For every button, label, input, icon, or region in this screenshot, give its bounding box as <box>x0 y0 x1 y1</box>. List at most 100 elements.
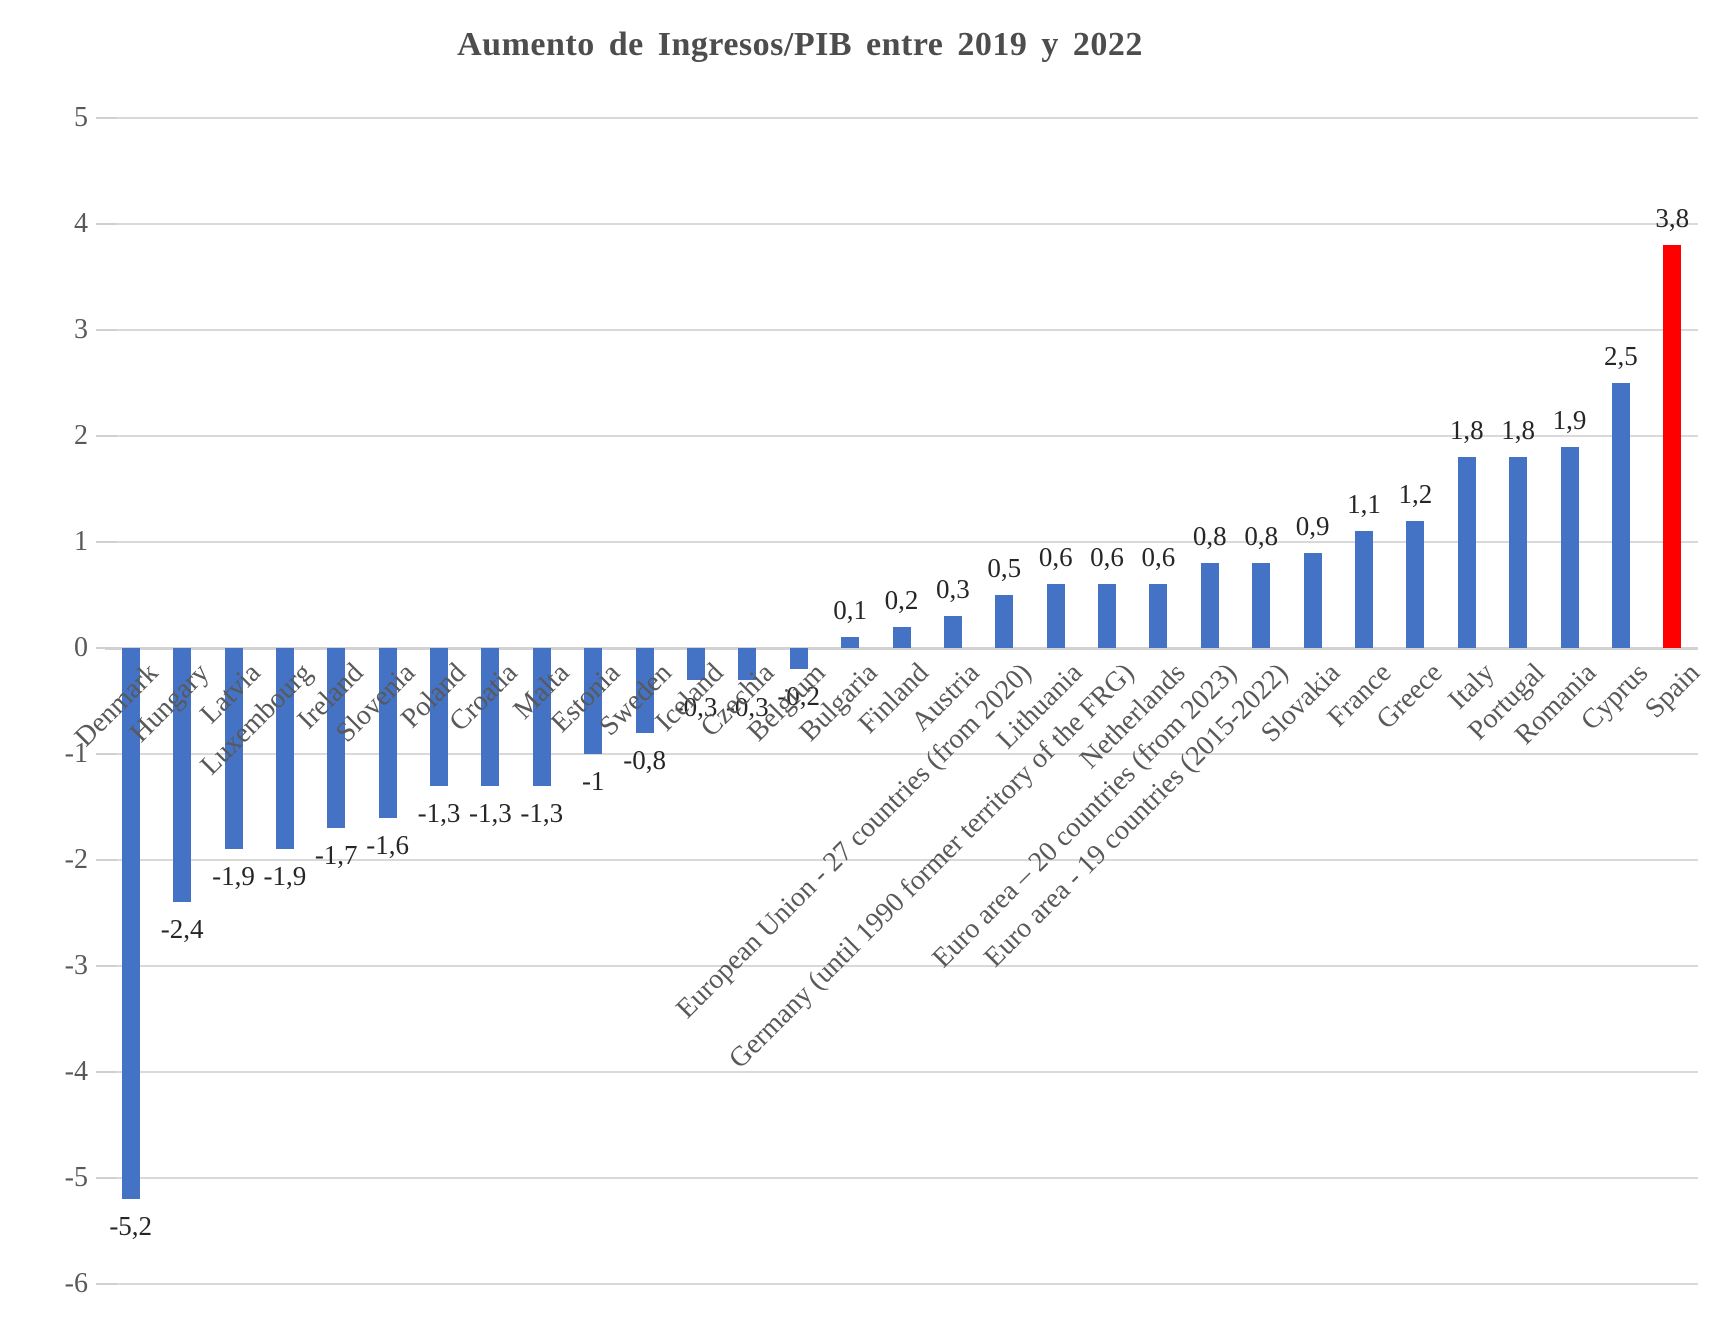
bar-spain <box>1663 245 1682 648</box>
gridline--4 <box>105 1071 1698 1073</box>
y-axis-tick--2 <box>96 859 117 861</box>
gridline--2 <box>105 859 1698 861</box>
bar-cyprus <box>1611 383 1630 648</box>
bar-iceland <box>687 648 705 680</box>
bar-ireland <box>327 648 346 829</box>
y-axis-tick--1 <box>96 753 117 755</box>
chart-title: Aumento de Ingresos/PIB entre 2019 y 202… <box>457 26 1143 63</box>
bar-greece <box>1406 520 1425 648</box>
y-axis-label--1: -1 <box>64 738 88 769</box>
value-label-belgium: -0,2 <box>777 681 821 712</box>
y-axis-label--6: -6 <box>64 1268 88 1299</box>
bar-lithuania <box>1046 584 1065 648</box>
value-label-poland: -1,3 <box>417 797 461 828</box>
value-label-spain: 3,8 <box>1655 203 1690 234</box>
y-axis-tick-5 <box>96 117 117 119</box>
gridline--1 <box>105 753 1698 755</box>
bar-european-union-27-countries-from-2020 <box>995 595 1014 648</box>
y-axis-tick-2 <box>96 435 117 437</box>
bar-estonia <box>584 648 603 754</box>
gridline--6 <box>105 1283 1698 1285</box>
bar-france <box>1355 531 1373 648</box>
value-label-cyprus: 2,5 <box>1604 341 1638 371</box>
bar-bulgaria <box>841 637 860 648</box>
y-axis-tick--5 <box>96 1177 117 1179</box>
gridline--5 <box>105 1177 1698 1179</box>
bar-luxembourg <box>275 648 294 850</box>
value-label-czechia: -0,3 <box>725 691 769 722</box>
value-label-luxembourg: -1,9 <box>263 861 307 892</box>
value-label-sweden: -0,8 <box>623 744 666 775</box>
value-label-germany-until-1990-former-territory-of-the-frg: 0,6 <box>1090 542 1124 573</box>
bar-finland <box>892 626 911 648</box>
y-axis-label-3: 3 <box>74 314 88 345</box>
bar-croatia <box>481 648 500 786</box>
bar-belgium <box>789 648 808 670</box>
gridline-1 <box>105 541 1698 543</box>
value-label-portugal: 1,8 <box>1501 415 1535 446</box>
value-label-malta: -1,3 <box>520 797 564 828</box>
bar-euro-area-19-countries-2015-2022 <box>1252 563 1271 648</box>
bar-denmark <box>121 648 140 1200</box>
value-label-euro-area-20-countries-from-2023: 0,8 <box>1192 521 1227 552</box>
y-axis-label-1: 1 <box>74 526 88 557</box>
category-label-spain: Spain <box>1638 657 1706 725</box>
bar-poland <box>430 648 448 786</box>
value-label-estonia: -1 <box>581 766 605 796</box>
y-axis-tick--6 <box>96 1283 117 1285</box>
y-axis-tick-4 <box>96 223 117 225</box>
bar-romania <box>1560 446 1579 648</box>
y-axis-label--5: -5 <box>64 1162 88 1193</box>
y-axis-label--2: -2 <box>64 844 88 875</box>
bar-netherlands <box>1149 584 1168 648</box>
value-label-iceland: -0,3 <box>674 691 718 722</box>
y-axis-label-4: 4 <box>74 208 88 239</box>
value-label-italy: 1,8 <box>1449 415 1484 446</box>
value-label-netherlands: 0,6 <box>1141 542 1176 573</box>
value-label-slovenia: -1,6 <box>366 829 409 860</box>
value-label-ireland: -1,7 <box>314 840 358 871</box>
value-label-croatia: -1,3 <box>469 797 512 828</box>
bar-slovakia <box>1303 552 1322 648</box>
value-label-hungary: -2,4 <box>160 914 204 945</box>
bar-germany-until-1990-former-territory-of-the-frg <box>1098 584 1116 648</box>
bar-euro-area-20-countries-from-2023 <box>1200 563 1219 648</box>
gridline-5 <box>105 117 1698 119</box>
bar-portugal <box>1509 457 1528 648</box>
value-label-finland: 0,2 <box>884 584 919 615</box>
y-axis-tick-3 <box>96 329 117 331</box>
y-axis-tick-1 <box>96 541 117 543</box>
bar-slovenia <box>378 648 397 818</box>
y-axis-label-5: 5 <box>74 102 88 133</box>
gridline-3 <box>105 329 1698 331</box>
value-label-greece: 1,2 <box>1398 478 1433 509</box>
y-axis-label--4: -4 <box>64 1056 88 1087</box>
bar-austria <box>943 616 962 648</box>
value-label-romania: 1,9 <box>1552 404 1587 435</box>
value-label-bulgaria: 0,1 <box>833 595 867 626</box>
gridline--3 <box>105 965 1698 967</box>
bar-czechia <box>738 648 757 680</box>
value-label-france: 1,1 <box>1347 489 1381 520</box>
value-label-european-union-27-countries-from-2020: 0,5 <box>987 553 1022 583</box>
gridline-4 <box>105 223 1698 225</box>
bar-latvia <box>224 648 243 850</box>
bar-sweden <box>635 648 654 733</box>
bar-malta <box>532 648 551 786</box>
y-axis-tick--3 <box>96 965 117 967</box>
y-axis-tick--4 <box>96 1071 117 1073</box>
value-label-slovakia: 0,9 <box>1295 510 1330 541</box>
bar-hungary <box>173 648 192 903</box>
y-axis-label--3: -3 <box>64 950 88 981</box>
bar-italy <box>1457 457 1476 648</box>
y-axis-label-2: 2 <box>74 420 88 451</box>
value-label-latvia: -1,9 <box>212 861 255 892</box>
gridline-2 <box>105 435 1698 437</box>
gridline-0 <box>105 647 1698 650</box>
value-label-euro-area-19-countries-2015-2022: 0,8 <box>1244 521 1279 552</box>
value-label-denmark: -5,2 <box>109 1211 153 1242</box>
value-label-austria: 0,3 <box>936 574 970 605</box>
value-label-lithuania: 0,6 <box>1038 542 1073 573</box>
y-axis-tick-0 <box>96 647 117 649</box>
